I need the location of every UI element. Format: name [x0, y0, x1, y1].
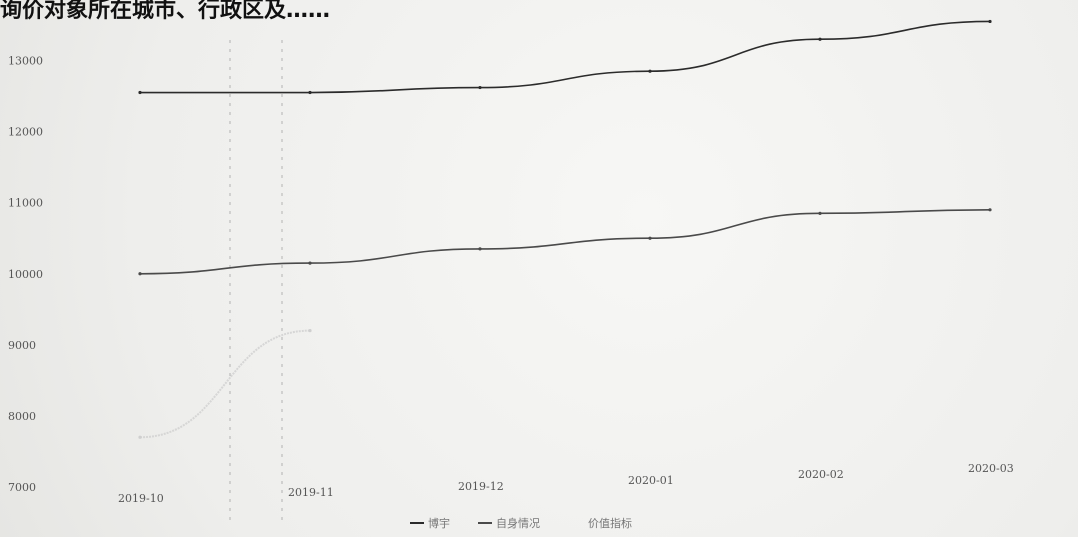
y-tick-label: 8000 [8, 410, 36, 423]
x-tick-label: 2020-02 [798, 468, 844, 481]
y-tick-label: 10000 [8, 268, 43, 281]
legend-label: 自身情况 [496, 516, 540, 530]
data-point [478, 85, 482, 90]
page-title: 询价对象所在城市、行政区及…… [0, 0, 331, 23]
series-line [139, 209, 991, 275]
data-point [138, 435, 142, 439]
data-point [988, 19, 992, 24]
legend-label: 博宇 [428, 517, 450, 530]
y-tick-label: 9000 [8, 339, 36, 352]
data-point [648, 236, 652, 240]
data-point [818, 37, 822, 41]
data-point [308, 329, 312, 333]
series-line [140, 20, 991, 94]
data-point [818, 211, 822, 215]
data-point [648, 69, 652, 73]
data-point [988, 208, 992, 212]
x-tick-label: 2020-03 [968, 462, 1014, 475]
x-tick-label: 2019-10 [118, 492, 164, 505]
x-tick-label: 2019-11 [288, 486, 334, 499]
y-tick-label: 13000 [8, 55, 43, 68]
x-tick-label: 2020-01 [628, 474, 674, 487]
series-line [139, 329, 311, 439]
data-point [478, 247, 482, 251]
y-tick-label: 12000 [8, 126, 43, 139]
y-tick-label: 11000 [8, 197, 43, 210]
data-point [138, 272, 142, 276]
data-point [138, 90, 142, 95]
y-tick-label: 7000 [8, 481, 36, 494]
legend-label: 价值指标 [588, 516, 632, 530]
data-point [308, 90, 312, 95]
data-point [308, 261, 312, 265]
x-tick-label: 2019-12 [458, 480, 504, 493]
